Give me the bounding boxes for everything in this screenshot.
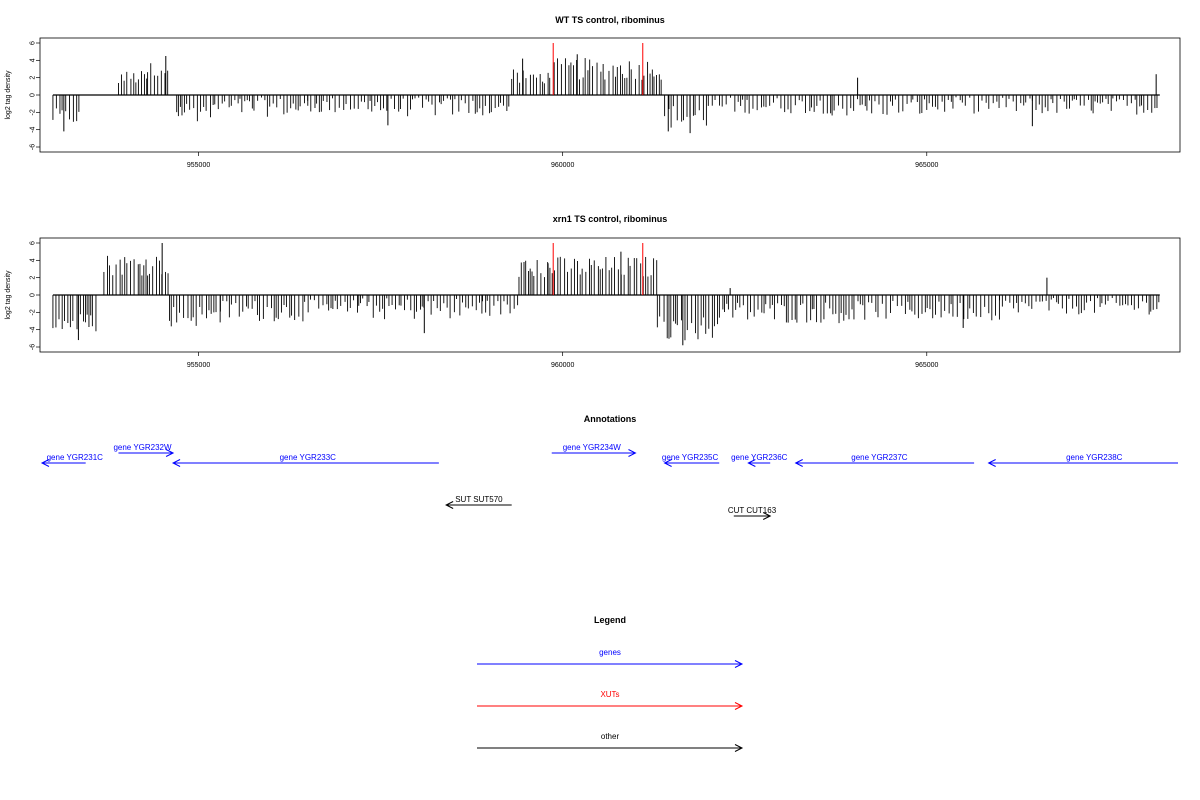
legend-title: Legend [594,615,626,625]
annotation-item: SUT SUT570 [445,495,512,509]
y-tick-label: -6 [30,344,37,350]
xrn1-axes: -6 -4 -2 0 2 4 6 955000 960000 965000 [30,241,939,369]
x-tick-label: 960000 [551,362,574,369]
x-tick-label: 965000 [915,362,938,369]
y-tick-label: 0 [30,293,37,297]
legend-panel: Legend genes XUTs other [477,615,744,752]
y-tick-label: 6 [30,41,37,45]
annotation-label: gene YGR234W [563,443,622,452]
arrow-head [40,459,50,467]
annotation-item: gene YGR231C [40,453,104,467]
y-tick-label: 2 [30,276,37,280]
wt-axes: -6 -4 -2 0 2 4 6 955000 960000 965000 [30,41,939,169]
annotation-label: CUT CUT163 [728,506,777,515]
arrow-head [987,459,996,467]
arrow-head [747,459,756,467]
annotation-item: gene YGR238C [987,453,1178,467]
annotation-label: gene YGR235C [662,453,719,462]
legend-entry: genes [477,648,744,668]
y-tick-label: 0 [30,93,37,97]
annotation-item: gene YGR235C [662,453,720,467]
xrn1-bars [52,243,1160,346]
x-tick-label: 960000 [551,162,574,169]
arrow-head [794,459,803,467]
annotation-item: gene YGR234W [551,443,637,457]
annotation-arrows: gene YGR231C gene YGR232W gene YGR233C gene… [40,443,1178,520]
y-tick-label: 4 [30,258,37,262]
legend-label: XUTs [600,690,619,699]
wt-y-axis-label: log2 tag density [5,70,12,120]
arrow-head [762,512,772,520]
annotation-label: gene YGR236C [731,453,788,462]
arrow-head [734,744,744,752]
legend-label: genes [599,648,621,657]
arrow-head [628,449,637,457]
y-tick-label: -2 [30,109,37,115]
wt-track-title: WT TS control, ribominus [555,15,665,25]
annotation-item: gene YGR236C [731,453,788,467]
annotation-item: CUT CUT163 [728,506,777,520]
annotation-label: gene YGR238C [1066,453,1123,462]
arrow-head [171,459,181,467]
annotation-label: gene YGR237C [851,453,908,462]
legend-entry: XUTs [477,690,744,710]
y-tick-label: -4 [30,326,37,332]
annotation-label: SUT SUT570 [455,495,503,504]
xrn1-track-panel: xrn1 TS control, ribominus log2 tag dens… [5,214,1181,369]
y-tick-label: 4 [30,58,37,62]
arrow-head [734,702,744,710]
legend-label: other [601,732,620,741]
annotation-item: gene YGR232W [113,443,175,457]
wt-track-panel: WT TS control, ribominus log2 tag densit… [5,15,1181,169]
annotation-label: gene YGR233C [280,453,337,462]
x-tick-label: 955000 [187,162,210,169]
annotation-item: gene YGR237C [794,453,975,467]
legend-entry: other [477,732,744,752]
arrow-head [165,449,175,457]
annotation-label: gene YGR231C [47,453,104,462]
x-tick-label: 955000 [187,362,210,369]
wt-bars [52,43,1160,134]
y-tick-label: -6 [30,144,37,150]
legend-entries: genes XUTs other [477,648,744,752]
y-tick-label: 2 [30,76,37,80]
y-tick-label: -2 [30,309,37,315]
y-tick-label: -4 [30,126,37,132]
xrn1-track-title: xrn1 TS control, ribominus [553,214,668,224]
annotations-title: Annotations [584,414,637,424]
xrn1-y-axis-label: log2 tag density [5,270,12,320]
annotation-label: gene YGR232W [113,443,172,452]
x-tick-label: 965000 [915,162,938,169]
y-tick-label: 6 [30,241,37,245]
arrow-head [734,660,744,668]
annotation-item: gene YGR233C [171,453,439,467]
arrow-head [663,459,672,467]
arrow-head [445,501,454,509]
